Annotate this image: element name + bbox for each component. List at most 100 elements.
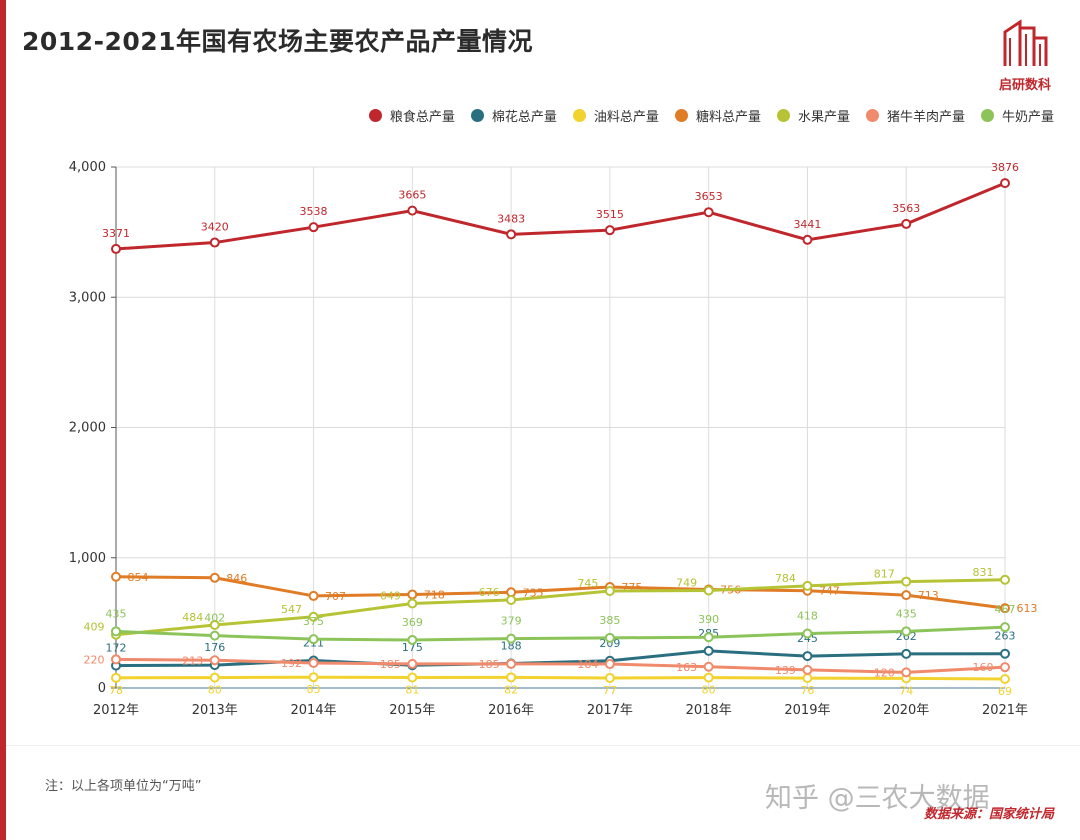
data-label: 676 [479, 586, 500, 599]
data-label: 713 [918, 589, 939, 602]
data-label: 263 [995, 630, 1016, 643]
legend-item[interactable]: 猪牛羊肉产量 [865, 106, 965, 125]
x-tick-label: 2021年 [982, 703, 1028, 718]
accent-bar [0, 0, 6, 840]
legend-item[interactable]: 粮食总产量 [368, 106, 455, 125]
data-point [901, 626, 912, 637]
data-point [209, 630, 220, 641]
data-label: 69 [998, 685, 1012, 698]
data-point [111, 243, 121, 254]
data-label: 390 [698, 613, 719, 626]
data-point [506, 594, 517, 605]
data-point [407, 598, 418, 609]
data-label: 749 [676, 576, 697, 589]
data-point [802, 673, 813, 684]
data-label: 409 [84, 621, 105, 634]
data-point [407, 205, 418, 216]
data-point [802, 580, 813, 591]
data-label: 175 [402, 641, 423, 654]
data-point [802, 651, 813, 662]
x-tick-label: 2020年 [883, 703, 929, 718]
data-label: 184 [577, 658, 598, 671]
series-line [115, 181, 1006, 251]
logo-text: 启研数科 [998, 78, 1051, 93]
data-point [111, 672, 121, 683]
data-point [703, 207, 714, 218]
data-point [111, 654, 121, 665]
data-point [209, 572, 220, 583]
legend-label: 糖料总产量 [695, 110, 761, 125]
y-tick-label: 2,000 [69, 421, 106, 436]
x-tick-label: 2013年 [192, 703, 238, 718]
data-source: 数据来源：国家统计局 [923, 807, 1054, 822]
x-tick-label: 2014年 [291, 703, 337, 718]
y-tick-label: 3,000 [69, 290, 106, 305]
data-point [308, 611, 319, 622]
series-line [115, 575, 1006, 610]
unit-note: 注：以上各项单位为“万吨” [45, 779, 202, 794]
y-tick-label: 0 [98, 681, 106, 696]
data-label: 3441 [793, 218, 821, 231]
x-tick-label: 2012年 [93, 703, 139, 718]
legend-label: 猪牛羊肉产量 [886, 110, 965, 125]
data-point [703, 645, 714, 656]
data-label: 78 [109, 684, 123, 697]
data-label: 185 [479, 658, 500, 671]
legend-label: 牛奶产量 [1001, 110, 1054, 125]
data-point [901, 667, 912, 678]
logo: 启研数科 [992, 18, 1058, 93]
data-label: 3563 [892, 202, 920, 215]
data-label: 467 [995, 603, 1016, 616]
legend-item[interactable]: 糖料总产量 [674, 106, 761, 125]
data-point [1000, 662, 1010, 673]
series-line [115, 578, 1006, 637]
x-tick-label: 2015年 [389, 703, 435, 718]
legend-dot-icon [776, 109, 790, 122]
data-label: 385 [599, 614, 620, 627]
data-point [802, 664, 813, 675]
legend-dot-icon [980, 109, 994, 122]
x-tick-label: 2016年 [488, 703, 534, 718]
data-label: 77 [603, 684, 617, 697]
data-label: 80 [702, 684, 716, 697]
data-point [1000, 574, 1010, 585]
legend-label: 水果产量 [797, 110, 850, 125]
data-point [506, 229, 517, 240]
data-point [703, 672, 714, 683]
data-label: 718 [424, 588, 445, 601]
data-point [308, 657, 319, 668]
data-label: 139 [775, 664, 796, 677]
data-label: 3876 [991, 161, 1019, 174]
legend-item[interactable]: 牛奶产量 [980, 106, 1054, 125]
legend-dot-icon [572, 109, 586, 122]
data-label: 245 [797, 632, 818, 645]
data-point [604, 632, 615, 643]
data-point [407, 634, 418, 645]
data-point [1000, 674, 1010, 685]
data-label: 547 [281, 603, 302, 616]
data-label: 160 [973, 661, 994, 674]
legend-item[interactable]: 油料总产量 [572, 106, 659, 125]
data-label: 188 [501, 640, 522, 653]
data-label: 82 [504, 683, 518, 696]
legend-item[interactable]: 水果产量 [776, 106, 850, 125]
data-label: 3665 [398, 189, 426, 202]
x-tick-label: 2017年 [587, 703, 633, 718]
data-label: 80 [208, 684, 222, 697]
legend-dot-icon [865, 109, 879, 122]
data-label: 846 [226, 572, 247, 585]
legend-label: 粮食总产量 [389, 110, 455, 125]
data-label: 74 [899, 684, 913, 697]
data-point [209, 672, 220, 683]
data-point [901, 648, 912, 659]
data-point [407, 658, 418, 669]
legend-item[interactable]: 棉花总产量 [470, 106, 557, 125]
data-point [604, 585, 615, 596]
data-point [703, 585, 714, 596]
data-point [901, 576, 912, 587]
data-label: 418 [797, 610, 818, 623]
data-label: 3420 [201, 221, 229, 234]
data-point [506, 658, 517, 669]
data-label: 83 [307, 683, 321, 696]
line-chart: 0 1,000 2,000 3,000 4,000 2012年 2013年 2014年 2015… [69, 160, 1038, 718]
